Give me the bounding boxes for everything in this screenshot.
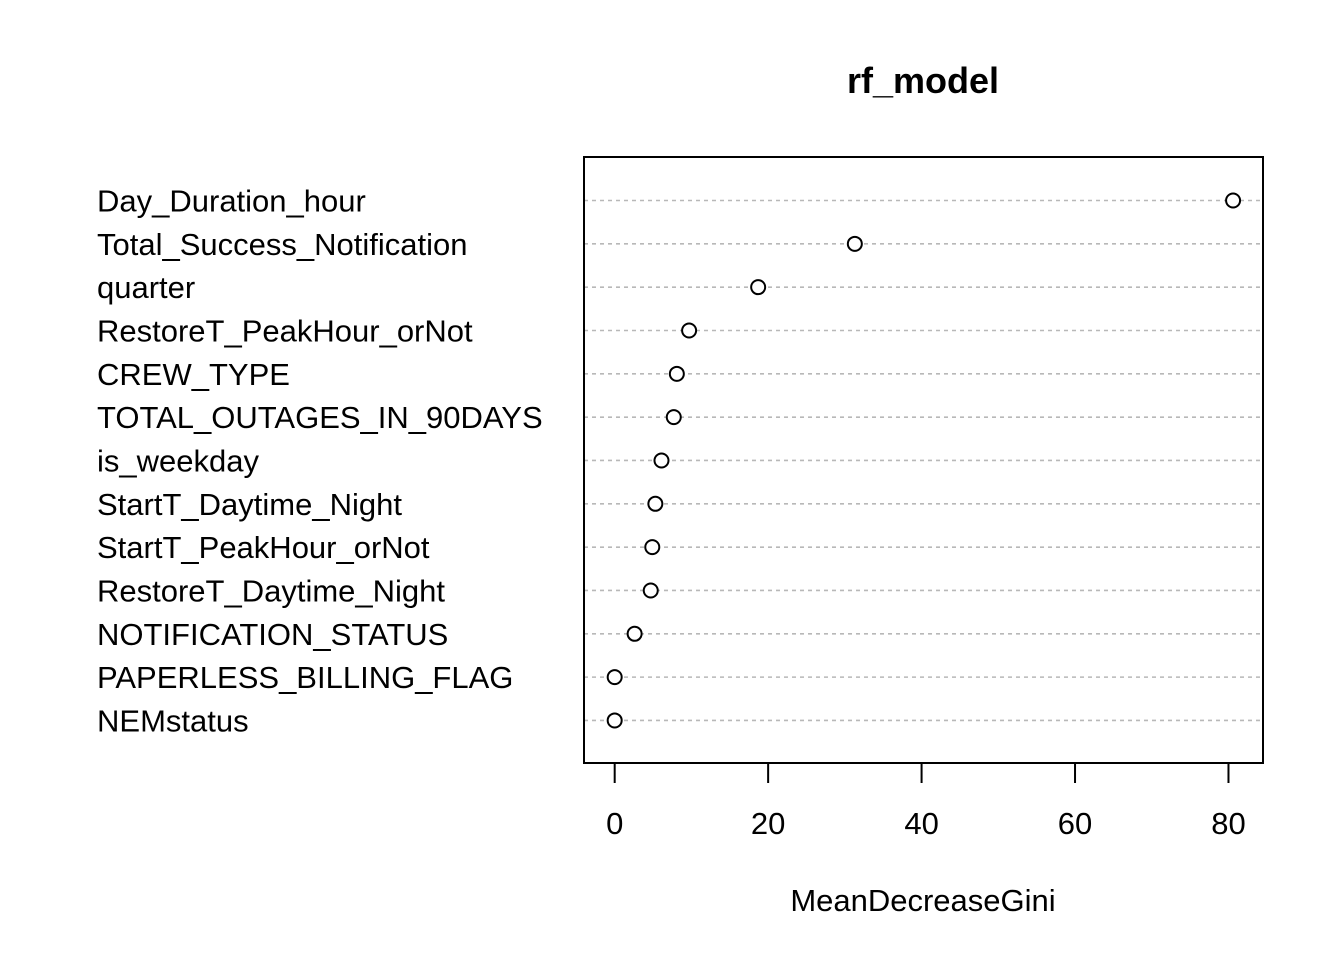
category-label: is_weekday — [97, 443, 259, 478]
data-point — [1225, 192, 1242, 209]
data-point — [626, 625, 643, 642]
data-point — [750, 279, 767, 296]
category-label: quarter — [97, 270, 195, 305]
category-label: CREW_TYPE — [97, 357, 290, 392]
category-label: Total_Success_Notification — [97, 227, 467, 262]
x-axis: 0 20 40 60 80 — [606, 762, 1246, 841]
category-label: StartT_PeakHour_orNot — [97, 530, 430, 565]
x-tick-label: 20 — [751, 806, 785, 841]
chart-title: rf_model — [847, 60, 999, 101]
guide-lines — [584, 199, 1263, 722]
x-tick-label: 60 — [1058, 806, 1092, 841]
x-tick-label: 80 — [1211, 806, 1245, 841]
data-point — [846, 235, 863, 252]
category-label: StartT_Daytime_Night — [97, 487, 402, 522]
data-point — [644, 539, 661, 556]
data-point — [606, 712, 623, 729]
data-point — [647, 495, 664, 512]
x-tick-label: 40 — [904, 806, 938, 841]
category-label: RestoreT_Daytime_Night — [97, 573, 445, 608]
category-label: NEMstatus — [97, 703, 249, 738]
category-label: TOTAL_OUTAGES_IN_90DAYS — [97, 400, 543, 435]
data-points — [606, 192, 1242, 729]
category-label: PAPERLESS_BILLING_FLAG — [97, 660, 513, 695]
category-label: NOTIFICATION_STATUS — [97, 617, 448, 652]
data-point — [665, 409, 682, 426]
x-tick-label: 0 — [606, 806, 623, 841]
data-point — [668, 365, 685, 382]
category-label: RestoreT_PeakHour_orNot — [97, 313, 473, 348]
data-point — [606, 669, 623, 686]
data-point — [653, 452, 670, 469]
data-point — [642, 582, 659, 599]
category-labels: Day_Duration_hour Total_Success_Notificat… — [97, 184, 543, 739]
data-point — [681, 322, 698, 339]
category-label: Day_Duration_hour — [97, 184, 366, 219]
x-axis-title: MeanDecreaseGini — [790, 883, 1055, 918]
